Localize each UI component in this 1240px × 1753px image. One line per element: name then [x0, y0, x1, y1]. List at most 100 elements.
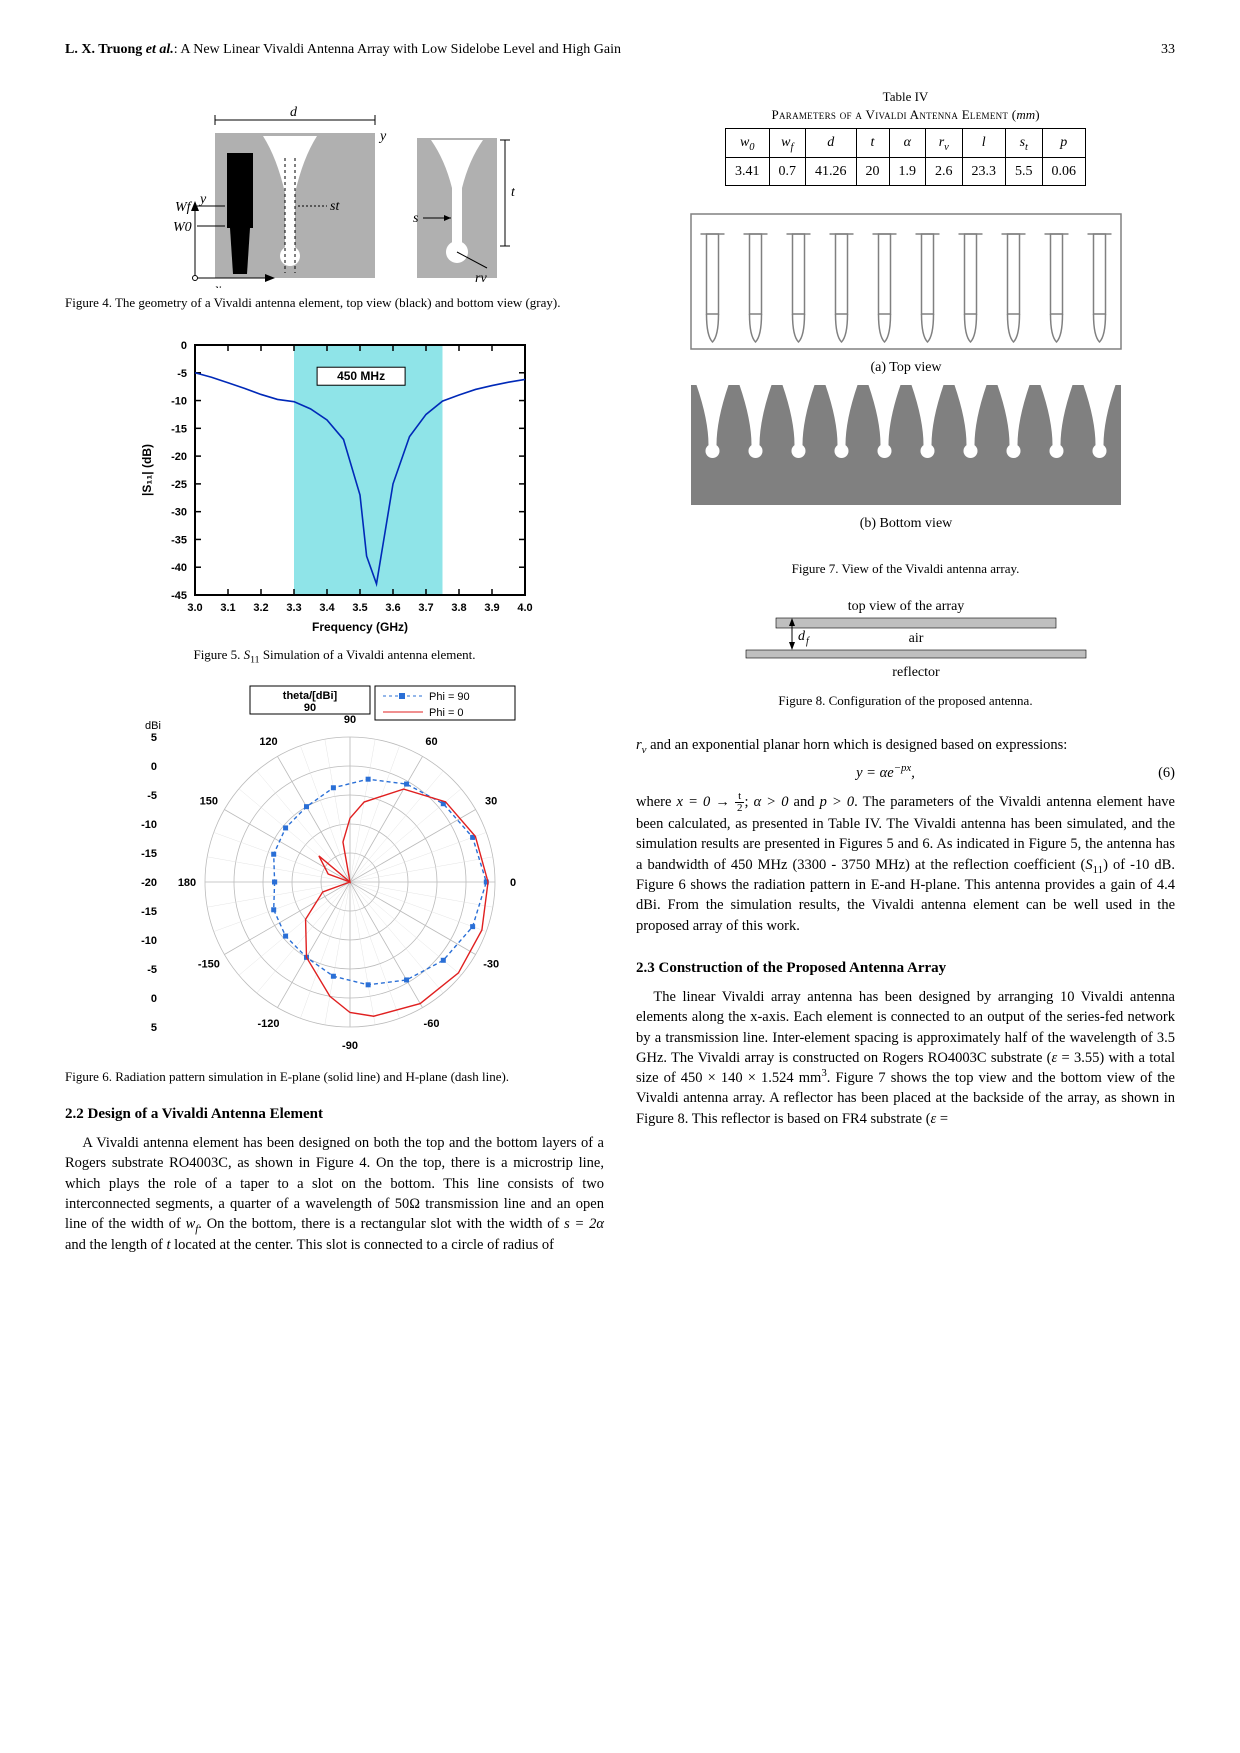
table4-caption: Table IV Parameters of a Vivaldi Antenna…: [636, 88, 1175, 124]
svg-text:180: 180: [177, 877, 195, 889]
svg-text:-45: -45: [171, 590, 187, 602]
sec23-p1: The linear Vivaldi array antenna has bee…: [636, 987, 1175, 1129]
fig4-rv-label: rv: [475, 271, 487, 286]
fig4-bottom-slot: [452, 188, 462, 248]
table4-header: d: [806, 128, 857, 157]
svg-text:-40: -40: [171, 562, 187, 574]
svg-text:-15: -15: [141, 848, 157, 860]
table4-cell: 41.26: [806, 157, 857, 186]
rcol-lead: rv and an exponential planar horn which …: [636, 735, 1175, 755]
fig4-microstrip: [227, 153, 253, 228]
table4-header: l: [962, 128, 1006, 157]
svg-text:-90: -90: [342, 1040, 358, 1052]
svg-text:0: 0: [509, 877, 515, 889]
fig6-svg: 0306090120150180-150-120-90-60-3050-5-10…: [105, 682, 565, 1062]
table4-cell: 3.41: [726, 157, 770, 186]
svg-text:air: air: [908, 631, 923, 646]
svg-text:-150: -150: [197, 958, 219, 970]
sec22-para: A Vivaldi antenna element has been desig…: [65, 1133, 604, 1255]
table4-header: wf: [769, 128, 806, 157]
eq6-body: y = αe−px,: [636, 763, 1135, 783]
left-column: W0 Wf x y y d y st: [65, 88, 604, 1255]
svg-text:-35: -35: [171, 534, 187, 546]
svg-text:-60: -60: [423, 1018, 439, 1030]
fig4-x-label: x: [214, 282, 222, 288]
svg-text:Phi = 0: Phi = 0: [429, 707, 464, 719]
svg-text:5: 5: [150, 732, 156, 744]
fig4-origin: [192, 275, 197, 280]
svg-text:-25: -25: [171, 479, 187, 491]
fig4-y-label2: y: [198, 192, 207, 207]
svg-text:-5: -5: [147, 790, 157, 802]
svg-text:5: 5: [150, 1022, 156, 1034]
header-left: L. X. Truong et al.: A New Linear Vivald…: [65, 40, 621, 60]
fig4-microstrip-taper: [230, 228, 250, 274]
svg-text:90: 90: [343, 714, 355, 726]
rcol-p1: where x = 0 → t2; α > 0 and p > 0. The p…: [636, 791, 1175, 936]
figure-8: top view of the arraydfairreflector: [636, 596, 1175, 686]
table4-cell: 2.6: [926, 157, 963, 186]
sec23-heading: 2.3 Construction of the Proposed Antenna…: [636, 958, 1175, 979]
fig4-d-label: d: [290, 105, 298, 120]
svg-text:30: 30: [485, 795, 497, 807]
figure-5: -45-40-35-30-25-20-15-10-503.03.13.23.33…: [65, 330, 604, 640]
header-authors: L. X. Truong: [65, 42, 142, 57]
svg-text:3.4: 3.4: [319, 602, 335, 614]
svg-text:450 MHz: 450 MHz: [337, 369, 385, 383]
svg-text:Phi = 90: Phi = 90: [429, 691, 470, 703]
fig4-st-label: st: [330, 199, 340, 214]
svg-text:-5: -5: [177, 368, 187, 380]
fig4-t-label: t: [511, 185, 515, 200]
fig4-wf-label: Wf: [175, 200, 193, 215]
svg-text:-20: -20: [141, 877, 157, 889]
svg-text:0: 0: [180, 340, 186, 352]
svg-text:120: 120: [259, 736, 277, 748]
table4-cell: 20: [856, 157, 889, 186]
svg-text:-10: -10: [171, 395, 187, 407]
svg-text:theta/[dBi]: theta/[dBi]: [282, 690, 337, 702]
figure-4: W0 Wf x y y d y st: [65, 98, 604, 288]
table4-header: t: [856, 128, 889, 157]
table4-header: w0: [726, 128, 770, 157]
svg-text:-5: -5: [147, 964, 157, 976]
fig5-caption: Figure 5. S11 Simulation of a Vivaldi an…: [65, 646, 604, 664]
svg-text:-15: -15: [141, 906, 157, 918]
fig8-caption: Figure 8. Configuration of the proposed …: [636, 692, 1175, 710]
fig8-svg: top view of the arraydfairreflector: [716, 596, 1096, 686]
svg-text:90: 90: [303, 702, 315, 714]
svg-text:-120: -120: [257, 1018, 279, 1030]
svg-text:60: 60: [425, 736, 437, 748]
fig7-caption: Figure 7. View of the Vivaldi antenna ar…: [636, 560, 1175, 578]
table4-cell: 0.7: [769, 157, 806, 186]
svg-text:3.5: 3.5: [352, 602, 367, 614]
page-number: 33: [1161, 40, 1175, 60]
svg-text:f: f: [806, 636, 810, 647]
table4-cell: 1.9: [889, 157, 926, 186]
table4-header: α: [889, 128, 926, 157]
svg-text:reflector: reflector: [892, 665, 940, 680]
svg-text:3.6: 3.6: [385, 602, 400, 614]
table4-header: st: [1006, 128, 1043, 157]
table4-cell: 0.06: [1042, 157, 1086, 186]
svg-text:3.8: 3.8: [451, 602, 466, 614]
header-etal: et al.: [142, 42, 174, 57]
svg-text:3.7: 3.7: [418, 602, 433, 614]
svg-text:0: 0: [150, 993, 156, 1005]
eq6-number: (6): [1135, 763, 1175, 783]
svg-text:Frequency (GHz): Frequency (GHz): [311, 620, 407, 634]
svg-text:150: 150: [199, 795, 217, 807]
svg-text:3.9: 3.9: [484, 602, 499, 614]
svg-text:0: 0: [150, 761, 156, 773]
right-column: Table IV Parameters of a Vivaldi Antenna…: [636, 88, 1175, 1255]
svg-text:dBi: dBi: [145, 720, 161, 732]
svg-text:-10: -10: [141, 935, 157, 947]
svg-text:4.0: 4.0: [517, 602, 532, 614]
running-header: L. X. Truong et al.: A New Linear Vivald…: [65, 40, 1175, 60]
fig4-s-label: s: [413, 211, 419, 226]
fig7-svg: (a) Top view(b) Bottom view: [671, 204, 1141, 554]
table4-header: rv: [926, 128, 963, 157]
fig4-svg: W0 Wf x y y d y st: [155, 98, 515, 288]
equation-6: y = αe−px, (6): [636, 763, 1175, 783]
svg-text:-10: -10: [141, 819, 157, 831]
svg-text:(b) Bottom view: (b) Bottom view: [859, 516, 952, 531]
